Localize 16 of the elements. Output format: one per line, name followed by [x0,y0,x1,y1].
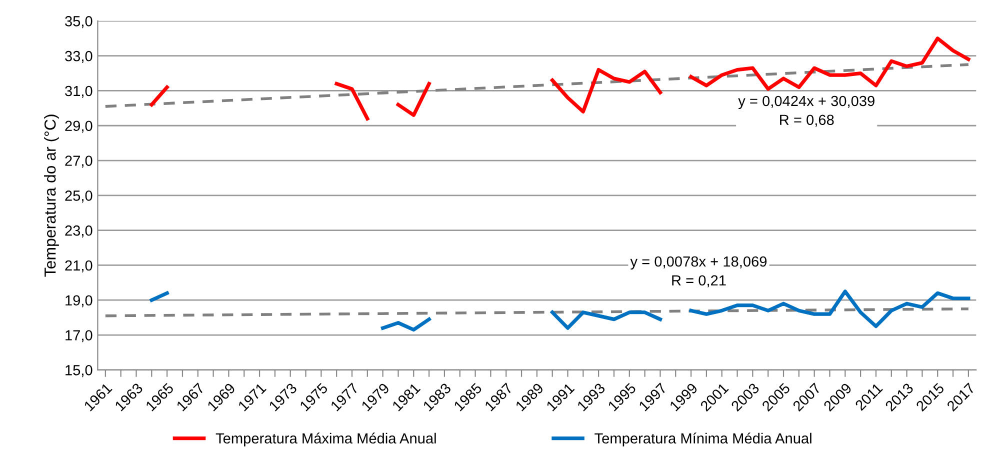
y-axis-title: Temperatura do ar (°C) [44,114,59,277]
annotation: y = 0,0078x + 18,069 R = 0,21 [630,256,767,288]
y-tick-label: 27,0 [65,156,92,168]
y-tick-label: 35,0 [65,16,92,28]
y-tick-label: 23,0 [65,225,92,238]
y-tick-label: 19,0 [66,295,92,308]
annotation: y = 0,0424x + 30,039 R = 0,68 [738,96,874,127]
y-tick-label: 21,0 [65,260,92,272]
legend-label: Temperatura Mínima Média Anual [594,432,812,446]
y-tick-label: 33,0 [65,50,92,63]
y-tick-label: 29,0 [65,120,92,133]
y-tick-label: 15,0 [66,365,92,378]
legend-label: Temperatura Máxima Média Anual [216,432,436,446]
y-tick-label: 31,0 [65,86,92,98]
y-tick-label: 25,0 [65,190,92,203]
y-tick-label: 17,0 [66,330,92,342]
